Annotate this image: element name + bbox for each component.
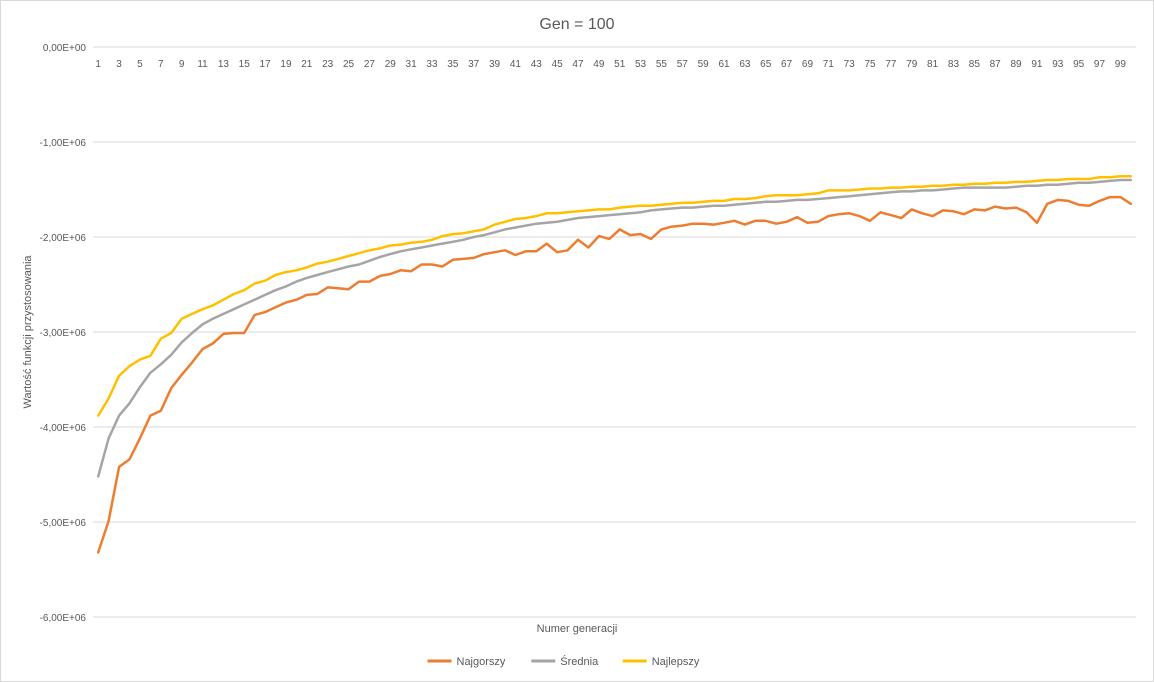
x-tick-label: 53 [635,59,647,70]
x-tick-label: 65 [760,59,772,70]
x-tick-label: 21 [301,59,313,70]
x-axis-label: Numer generacji [537,623,618,635]
x-tick-label: 23 [322,59,334,70]
y-tick-label: -4,00E+06 [40,423,87,434]
x-tick-label: 39 [489,59,501,70]
x-tick-label: 75 [864,59,876,70]
x-tick-label: 71 [823,59,835,70]
x-tick-label: 27 [364,59,376,70]
x-tick-label: 91 [1031,59,1043,70]
x-tick-label: 85 [969,59,981,70]
x-tick-label: 5 [137,59,143,70]
x-tick-label: 43 [531,59,543,70]
x-tick-label: 89 [1010,59,1022,70]
x-tick-label: 93 [1052,59,1064,70]
x-tick-label: 55 [656,59,668,70]
x-tick-label: 73 [844,59,856,70]
x-tick-label: 97 [1094,59,1106,70]
x-tick-label: 83 [948,59,960,70]
y-tick-label: -2,00E+06 [40,233,87,244]
x-tick-label: 7 [158,59,164,70]
y-tick-label: 0,00E+00 [43,43,87,54]
x-tick-label: 81 [927,59,939,70]
x-tick-label: 95 [1073,59,1085,70]
x-tick-label: 3 [116,59,122,70]
y-tick-label: -5,00E+06 [40,518,87,529]
x-tick-label: 99 [1115,59,1127,70]
x-tick-label: 37 [468,59,480,70]
x-tick-label: 29 [385,59,397,70]
x-tick-label: 57 [677,59,689,70]
x-tick-label: 63 [739,59,751,70]
series-lines [96,174,1133,554]
x-tick-label: 19 [280,59,292,70]
x-tick-label: 59 [698,59,710,70]
x-tick-label: 61 [718,59,730,70]
x-tick-label: 45 [552,59,564,70]
x-tick-label: 33 [426,59,438,70]
x-tick-label: 17 [260,59,272,70]
x-tick-label: 13 [218,59,230,70]
x-tick-label: 41 [510,59,522,70]
y-tick-label: -1,00E+06 [40,138,87,149]
x-tick-label: 25 [343,59,355,70]
x-tick-label: 77 [885,59,897,70]
x-tick-label: 9 [179,59,185,70]
x-tick-label: 47 [572,59,584,70]
legend-label: Najgorszy [457,656,506,668]
x-tick-label: 87 [990,59,1002,70]
y-tick-label: -3,00E+06 [40,328,87,339]
y-axis-ticks: 0,00E+00 -1,00E+06 -2,00E+06 -3,00E+06 -4,00… [40,43,87,624]
x-tick-label: 35 [447,59,459,70]
x-tick-label: 51 [614,59,626,70]
x-tick-label: 15 [239,59,251,70]
y-tick-label: -6,00E+06 [40,613,87,624]
x-tick-label: 11 [197,59,208,70]
x-tick-label: 31 [406,59,418,70]
x-axis-ticks: 1 3 5 7 9 11 13 15 17 19 21 23 25 27 29 31 33 35 37 39 41 43 4… [95,59,1126,70]
x-tick-label: 69 [802,59,814,70]
y-axis-label: Wartość funkcji przystosowania [22,255,34,409]
x-tick-label: 67 [781,59,793,70]
x-tick-label: 79 [906,59,918,70]
series-line [96,195,1133,554]
chart-title: Gen = 100 [539,16,614,33]
legend: Najgorszy Średnia Najlepszy [427,655,700,668]
x-tick-label: 49 [593,59,605,70]
series-line [96,174,1133,417]
legend-label: Najlepszy [652,656,700,668]
x-tick-label: 1 [95,59,101,70]
gridlines [93,46,1136,618]
series-line [96,178,1133,478]
legend-label: Średnia [560,655,599,668]
